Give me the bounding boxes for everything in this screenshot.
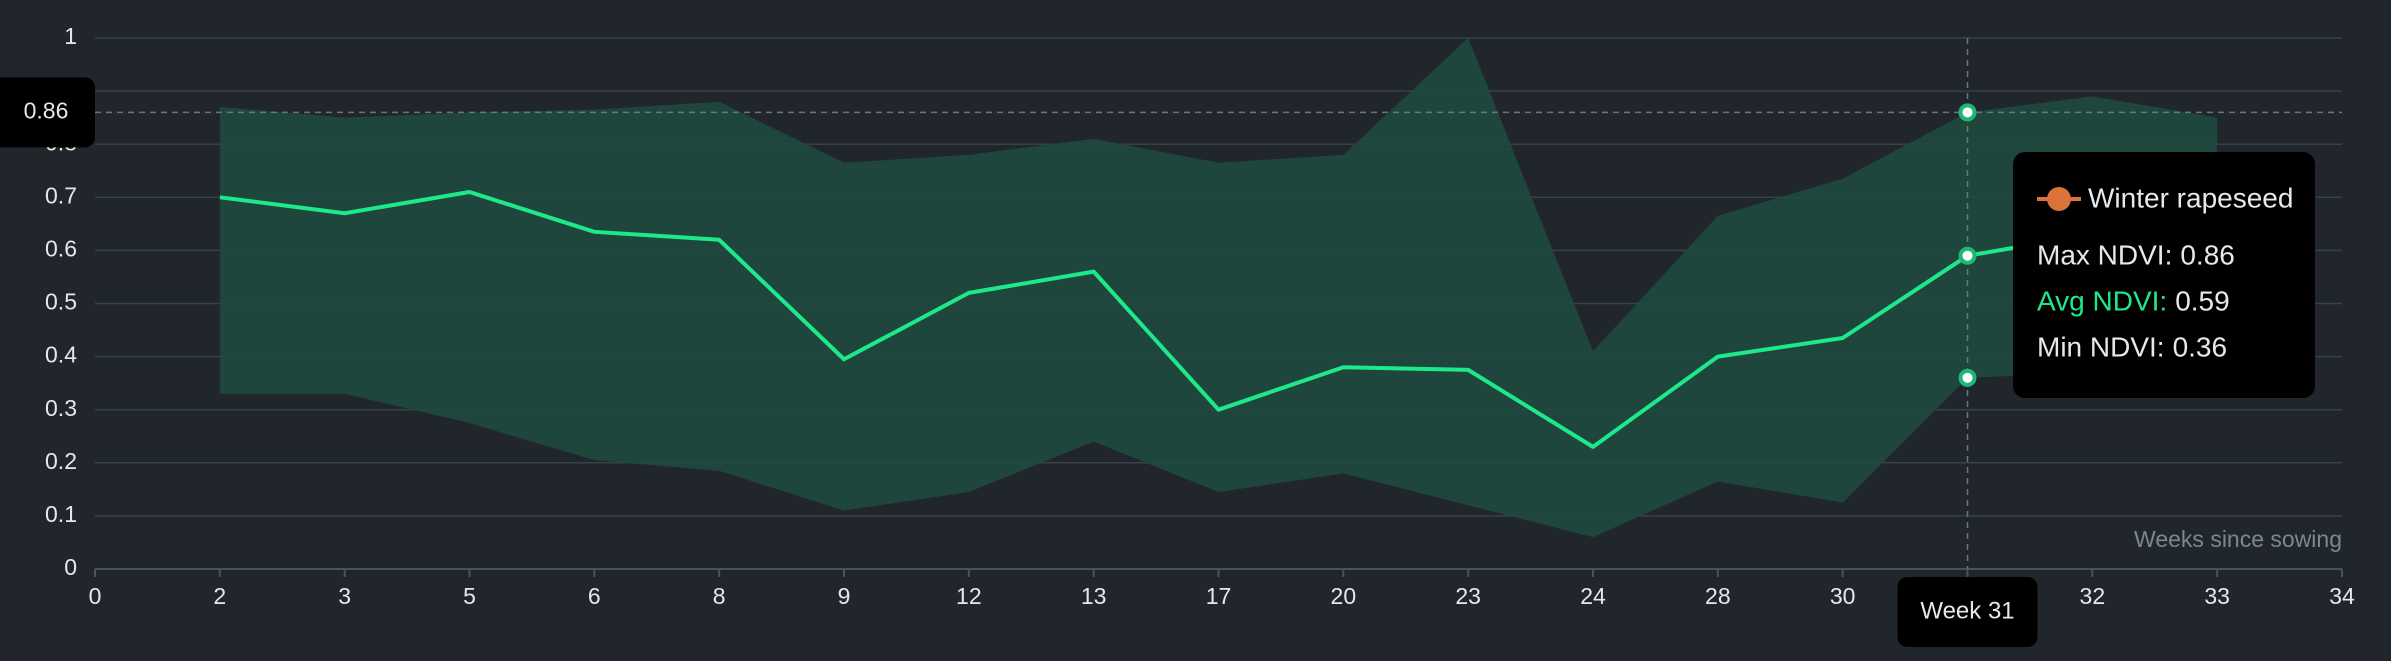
tooltip-label: Max NDVI:	[2037, 239, 2172, 270]
y-crosshair-label: 0.86	[24, 97, 69, 123]
x-crosshair-label-box	[1897, 577, 2038, 647]
x-tick-label: 23	[1455, 583, 1481, 609]
tooltip-marker	[2047, 187, 2071, 211]
hover-point	[1958, 368, 1977, 387]
y-tick-label: 0.7	[45, 182, 77, 208]
y-tick-label: 0.1	[45, 501, 77, 527]
y-tick-label: 0	[64, 554, 77, 580]
tooltip-value: 0.86	[2180, 239, 2235, 270]
x-tick-label: 8	[713, 583, 726, 609]
hover-point	[1958, 103, 1977, 122]
tooltip-box	[2013, 152, 2315, 398]
x-tick-label: 34	[2329, 583, 2355, 609]
x-tick-label: 20	[1331, 583, 1357, 609]
y-tick-label: 1	[64, 23, 77, 49]
x-tick-label: 2	[213, 583, 226, 609]
tooltip-label: Min NDVI:	[2037, 331, 2165, 362]
x-tick-label: 24	[1580, 583, 1606, 609]
y-crosshair-label-box	[0, 77, 95, 148]
y-tick-label: 0.3	[45, 395, 77, 421]
x-tick-label: 5	[463, 583, 476, 609]
y-tick-label: 0.4	[45, 342, 77, 368]
x-tick-label: 33	[2204, 583, 2230, 609]
y-tick-label: 0.6	[45, 235, 77, 261]
x-tick-label: 17	[1206, 583, 1232, 609]
x-tick-label: 30	[1830, 583, 1856, 609]
y-tick-label: 0.5	[45, 289, 77, 315]
tooltip-value: 0.59	[2175, 285, 2230, 316]
y-tick-label: 0.2	[45, 448, 77, 474]
x-tick-label: 12	[956, 583, 982, 609]
tooltip-label: Avg NDVI:	[2037, 285, 2167, 316]
x-tick-label: 6	[588, 583, 601, 609]
ndvi-range-band	[219, 38, 2218, 538]
x-axis-label: Weeks since sowing	[2134, 526, 2342, 552]
tooltip-value: 0.36	[2173, 331, 2228, 362]
x-crosshair-label: Week 31	[1920, 597, 2014, 624]
x-tick-label: 32	[2080, 583, 2106, 609]
x-tick-label: 3	[338, 583, 351, 609]
avg-line	[219, 189, 2218, 449]
x-tick-label: 28	[1705, 583, 1731, 609]
x-tick-label: 0	[89, 583, 102, 609]
tooltip-title: Winter rapeseed	[2088, 182, 2293, 213]
x-tick-label: 13	[1081, 583, 1107, 609]
x-tick-label: 9	[838, 583, 851, 609]
hover-point	[1958, 246, 1977, 265]
